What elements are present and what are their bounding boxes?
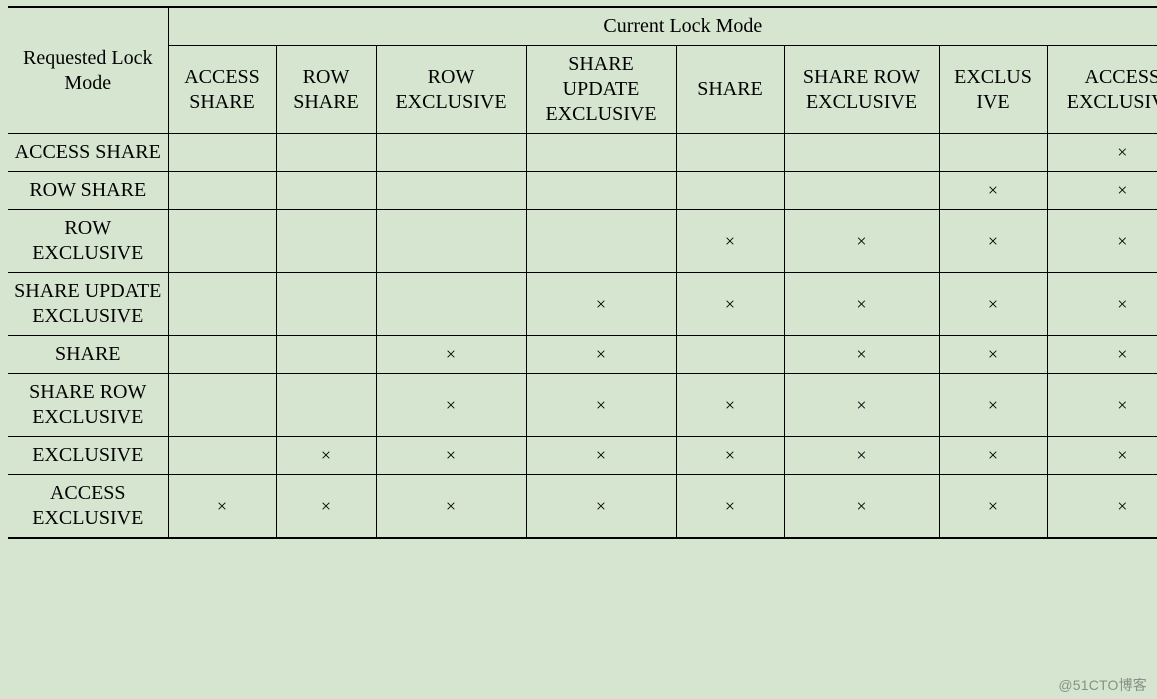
cell: × <box>376 437 526 475</box>
cell <box>168 134 276 172</box>
cell <box>168 374 276 437</box>
cell: × <box>1047 336 1157 374</box>
cell: × <box>939 273 1047 336</box>
cell: × <box>1047 437 1157 475</box>
cell <box>676 336 784 374</box>
cell: × <box>676 437 784 475</box>
cell: × <box>1047 374 1157 437</box>
cell: × <box>676 374 784 437</box>
cell <box>168 437 276 475</box>
row-label: SHARE <box>8 336 168 374</box>
cell: × <box>784 210 939 273</box>
cell: × <box>939 374 1047 437</box>
cell: × <box>276 437 376 475</box>
cell <box>939 134 1047 172</box>
table-row: SHARE ROW EXCLUSIVE×××××× <box>8 374 1157 437</box>
table-row: ROW EXCLUSIVE×××× <box>8 210 1157 273</box>
cell: × <box>526 475 676 539</box>
column-header: ACCESS SHARE <box>168 46 276 134</box>
cell: × <box>939 437 1047 475</box>
cell: × <box>526 437 676 475</box>
cell: × <box>784 437 939 475</box>
row-label: ROW EXCLUSIVE <box>8 210 168 273</box>
cell <box>276 134 376 172</box>
row-label: SHARE UPDATE EXCLUSIVE <box>8 273 168 336</box>
cell <box>276 336 376 374</box>
cell: × <box>939 172 1047 210</box>
cell <box>168 210 276 273</box>
cell: × <box>784 475 939 539</box>
cell: × <box>1047 172 1157 210</box>
cell <box>376 273 526 336</box>
column-header: SHARE ROW EXCLUSIVE <box>784 46 939 134</box>
column-header: ACCESS EXCLUSIVE <box>1047 46 1157 134</box>
cell <box>168 172 276 210</box>
cell <box>276 273 376 336</box>
cell: × <box>784 336 939 374</box>
cell: × <box>939 475 1047 539</box>
row-label: SHARE ROW EXCLUSIVE <box>8 374 168 437</box>
column-header: SHARE UPDATE EXCLUSIVE <box>526 46 676 134</box>
cell: × <box>526 374 676 437</box>
table-row: EXCLUSIVE××××××× <box>8 437 1157 475</box>
row-label: ACCESS EXCLUSIVE <box>8 475 168 539</box>
cell: × <box>939 336 1047 374</box>
cell: × <box>676 273 784 336</box>
table-row: SHARE UPDATE EXCLUSIVE××××× <box>8 273 1157 336</box>
cell <box>276 210 376 273</box>
cell <box>376 134 526 172</box>
cell: × <box>939 210 1047 273</box>
cell <box>526 172 676 210</box>
cell <box>784 172 939 210</box>
row-label: ROW SHARE <box>8 172 168 210</box>
cell: × <box>526 336 676 374</box>
cell: × <box>676 475 784 539</box>
table-row: ROW SHARE ×× <box>8 172 1157 210</box>
cell <box>168 273 276 336</box>
row-header-title: Requested Lock Mode <box>8 7 168 134</box>
cell <box>376 172 526 210</box>
column-header: ROW EXCLUSIVE <box>376 46 526 134</box>
table-row: ACCESS EXCLUSIVE×××××××× <box>8 475 1157 539</box>
cell <box>276 172 376 210</box>
cell <box>168 336 276 374</box>
watermark-text: @51CTO博客 <box>1058 675 1147 695</box>
cell <box>376 210 526 273</box>
spanning-header: Current Lock Mode <box>168 7 1157 46</box>
cell <box>676 172 784 210</box>
cell: × <box>784 273 939 336</box>
cell: × <box>376 336 526 374</box>
column-header: SHARE <box>676 46 784 134</box>
cell: × <box>168 475 276 539</box>
column-header: EXCLUS IVE <box>939 46 1047 134</box>
cell: × <box>784 374 939 437</box>
cell: × <box>1047 475 1157 539</box>
row-label: EXCLUSIVE <box>8 437 168 475</box>
cell <box>676 134 784 172</box>
cell <box>526 210 676 273</box>
cell <box>784 134 939 172</box>
table-row: SHARE××××× <box>8 336 1157 374</box>
cell: × <box>276 475 376 539</box>
cell <box>276 374 376 437</box>
column-header: ROW SHARE <box>276 46 376 134</box>
cell: × <box>1047 210 1157 273</box>
table-row: ACCESS SHARE × <box>8 134 1157 172</box>
cell: × <box>1047 134 1157 172</box>
lock-conflict-table: Requested Lock Mode Current Lock Mode AC… <box>8 6 1157 539</box>
cell: × <box>1047 273 1157 336</box>
row-label: ACCESS SHARE <box>8 134 168 172</box>
cell <box>526 134 676 172</box>
cell: × <box>376 475 526 539</box>
cell: × <box>376 374 526 437</box>
cell: × <box>526 273 676 336</box>
cell: × <box>676 210 784 273</box>
